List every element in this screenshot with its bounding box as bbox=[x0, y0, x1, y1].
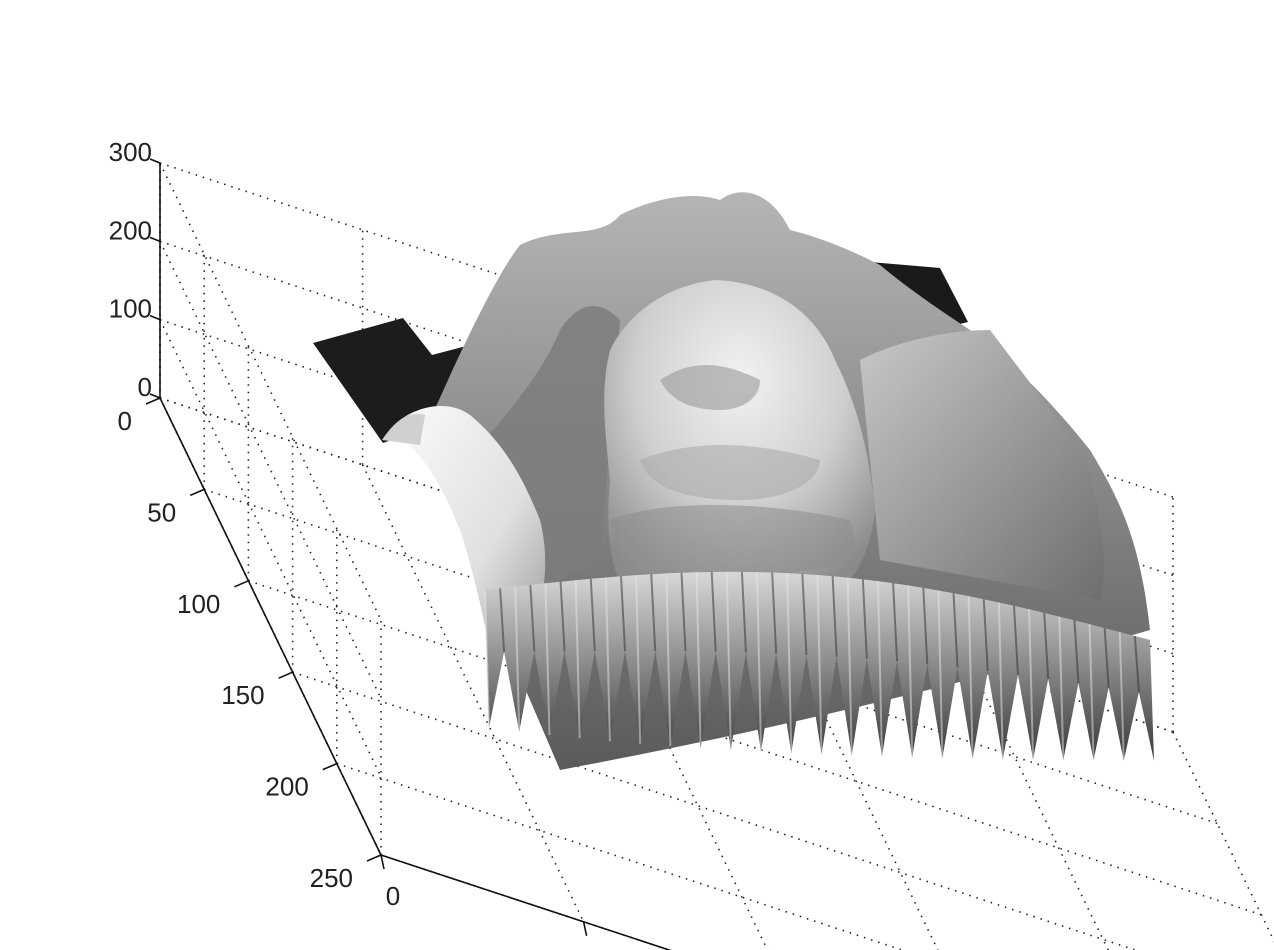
y-axis-tick bbox=[279, 672, 293, 678]
y-tick-label: 150 bbox=[221, 680, 264, 710]
y-tick-label: 50 bbox=[147, 497, 176, 527]
grid-line-floor-y bbox=[381, 855, 1274, 950]
z-tick-label: 100 bbox=[109, 294, 152, 324]
y-axis-tick bbox=[190, 489, 204, 495]
x-axis-tick bbox=[584, 922, 587, 936]
surface-ridge-right bbox=[860, 330, 1104, 600]
y-tick-label: 100 bbox=[177, 589, 220, 619]
z-tick-label: 0 bbox=[138, 372, 152, 402]
x-tick-label: 0 bbox=[386, 881, 400, 911]
surface bbox=[313, 192, 1154, 770]
y-tick-label: 250 bbox=[310, 863, 353, 893]
y-axis-tick bbox=[323, 764, 337, 770]
y-tick-label: 200 bbox=[265, 772, 308, 802]
y-tick-label: 0 bbox=[118, 406, 132, 436]
grid-line-floor-x bbox=[1173, 732, 1274, 950]
y-axis-tick bbox=[234, 581, 248, 587]
x-axis-tick bbox=[381, 855, 384, 869]
y-axis-tick bbox=[367, 855, 381, 861]
z-tick-label: 200 bbox=[109, 215, 152, 245]
grid-line-side-z bbox=[160, 241, 381, 698]
x-axis-line bbox=[381, 855, 1274, 950]
surface-face-shade-chin bbox=[610, 505, 860, 579]
z-tick-label: 300 bbox=[109, 137, 152, 167]
grid-line-floor-y bbox=[337, 764, 1274, 950]
